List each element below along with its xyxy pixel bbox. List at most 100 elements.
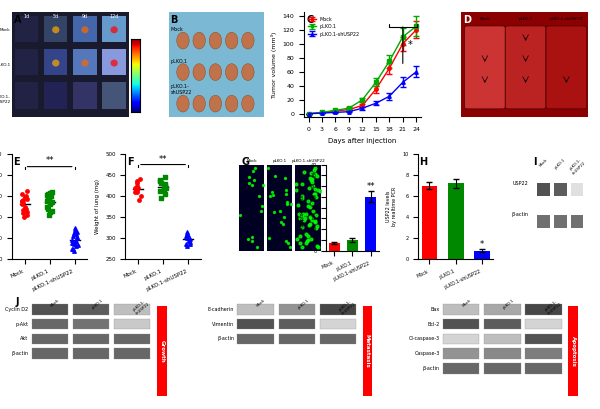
Point bbox=[19, 197, 28, 204]
Text: pLKO.1-
shUSP22: pLKO.1- shUSP22 bbox=[132, 298, 151, 316]
Bar bbox=[443, 304, 479, 315]
Point bbox=[70, 224, 80, 231]
Text: G: G bbox=[242, 157, 250, 167]
Bar bbox=[484, 304, 521, 315]
Bar bbox=[238, 319, 274, 329]
Point bbox=[22, 212, 31, 218]
Ellipse shape bbox=[209, 32, 221, 49]
Bar bbox=[32, 304, 68, 315]
Point bbox=[46, 209, 55, 215]
Text: Vimentin: Vimentin bbox=[212, 321, 234, 327]
Ellipse shape bbox=[193, 64, 205, 81]
Ellipse shape bbox=[242, 64, 254, 81]
Point bbox=[47, 193, 56, 199]
Ellipse shape bbox=[52, 26, 59, 33]
Ellipse shape bbox=[177, 64, 189, 81]
Point bbox=[44, 205, 53, 212]
Text: pLKO.1: pLKO.1 bbox=[170, 59, 188, 64]
Point bbox=[69, 247, 79, 254]
Y-axis label: USP22 levels
by realtime PCR: USP22 levels by realtime PCR bbox=[386, 187, 397, 226]
Point bbox=[73, 242, 82, 249]
Bar bbox=[103, 16, 126, 42]
Point bbox=[161, 185, 171, 192]
Bar bbox=[15, 82, 38, 108]
Point bbox=[68, 240, 77, 247]
Point bbox=[73, 234, 82, 240]
FancyBboxPatch shape bbox=[505, 26, 546, 109]
Point bbox=[133, 184, 143, 191]
Text: Mock: Mock bbox=[256, 298, 266, 308]
Point bbox=[184, 237, 194, 243]
Point bbox=[68, 245, 77, 252]
Point bbox=[70, 226, 80, 233]
Text: Mock: Mock bbox=[479, 17, 490, 21]
Bar bbox=[238, 334, 274, 344]
Bar bbox=[278, 334, 315, 344]
Point bbox=[45, 190, 55, 196]
Point bbox=[132, 189, 142, 195]
Text: pLKO.1-
shUSP22: pLKO.1- shUSP22 bbox=[544, 298, 562, 316]
Legend: Mock, pLKO.1, pLKO.1-shUSP22: Mock, pLKO.1, pLKO.1-shUSP22 bbox=[307, 15, 362, 38]
Point bbox=[155, 178, 165, 184]
Bar bbox=[32, 334, 68, 344]
Point bbox=[67, 237, 77, 243]
Point bbox=[73, 235, 82, 241]
Bar bbox=[484, 334, 521, 344]
Bar bbox=[278, 319, 315, 329]
Bar bbox=[526, 348, 562, 359]
Text: pLKO.1-shUSP22: pLKO.1-shUSP22 bbox=[550, 17, 583, 21]
Bar bbox=[443, 334, 479, 344]
Bar bbox=[73, 319, 109, 329]
Bar bbox=[571, 215, 583, 227]
Bar bbox=[114, 348, 150, 359]
Bar bbox=[474, 251, 490, 259]
Bar bbox=[238, 304, 274, 315]
Text: *: * bbox=[407, 40, 412, 50]
Text: pLKO.1: pLKO.1 bbox=[502, 298, 515, 310]
Bar bbox=[443, 319, 479, 329]
Text: Caspase-3: Caspase-3 bbox=[415, 351, 440, 356]
Point bbox=[18, 209, 28, 216]
Point bbox=[17, 198, 26, 204]
Point bbox=[71, 231, 80, 237]
Text: pLKO.1-
shUSP22: pLKO.1- shUSP22 bbox=[170, 84, 192, 95]
Text: USP22: USP22 bbox=[513, 181, 529, 186]
Point bbox=[70, 239, 80, 245]
Point bbox=[160, 184, 169, 191]
Point bbox=[160, 181, 169, 188]
Point bbox=[185, 239, 195, 245]
Point bbox=[44, 196, 53, 202]
Point bbox=[73, 229, 82, 235]
Point bbox=[17, 201, 27, 208]
Point bbox=[131, 189, 140, 195]
Ellipse shape bbox=[177, 32, 189, 49]
Ellipse shape bbox=[81, 26, 89, 33]
Point bbox=[43, 191, 53, 197]
Point bbox=[17, 191, 26, 197]
Text: B: B bbox=[170, 16, 178, 25]
Bar bbox=[114, 319, 150, 329]
Text: Cl-caspase-3: Cl-caspase-3 bbox=[409, 336, 440, 342]
Bar bbox=[484, 363, 521, 373]
Point bbox=[132, 182, 142, 189]
Ellipse shape bbox=[110, 60, 118, 67]
Ellipse shape bbox=[242, 95, 254, 112]
Bar bbox=[422, 186, 437, 259]
Point bbox=[20, 195, 30, 201]
Bar bbox=[320, 304, 356, 315]
Bar bbox=[73, 16, 97, 42]
Point bbox=[157, 179, 166, 186]
Text: 5d: 5d bbox=[53, 14, 59, 19]
Point bbox=[134, 197, 143, 204]
Point bbox=[68, 233, 78, 239]
Point bbox=[181, 233, 190, 239]
FancyBboxPatch shape bbox=[546, 26, 587, 109]
Point bbox=[68, 245, 77, 252]
Text: Mock: Mock bbox=[461, 298, 472, 308]
Point bbox=[21, 205, 31, 212]
Bar bbox=[73, 304, 109, 315]
Text: E: E bbox=[14, 157, 20, 167]
Bar bbox=[443, 363, 479, 373]
Text: β-actin: β-actin bbox=[217, 336, 234, 342]
Bar bbox=[526, 319, 562, 329]
